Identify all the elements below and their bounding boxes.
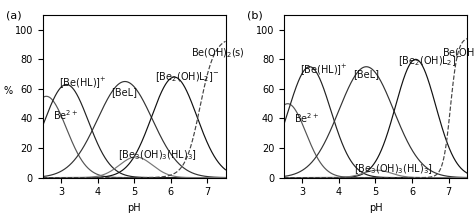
- Text: [Be(HL)]$^{+}$: [Be(HL)]$^{+}$: [301, 62, 348, 77]
- Text: Be$^{2+}$: Be$^{2+}$: [294, 111, 319, 125]
- Text: (b): (b): [247, 10, 263, 20]
- Text: [Be$_3$(OH)$_3$(HL)$_3$]: [Be$_3$(OH)$_3$(HL)$_3$]: [118, 149, 196, 162]
- X-axis label: pH: pH: [128, 203, 141, 213]
- Text: (a): (a): [6, 10, 22, 20]
- Y-axis label: %: %: [3, 86, 12, 96]
- Text: Be(OH)$_2$(s): Be(OH)$_2$(s): [191, 47, 245, 60]
- Text: [Be$_2$(OH)L$_2$]$^{-}$: [Be$_2$(OH)L$_2$]$^{-}$: [155, 70, 219, 84]
- Text: [BeL]: [BeL]: [111, 87, 137, 97]
- Text: [Be(HL)]$^{+}$: [Be(HL)]$^{+}$: [59, 76, 107, 91]
- Text: [Be$_3$(OH)$_3$(HL)$_3$]: [Be$_3$(OH)$_3$(HL)$_3$]: [354, 162, 432, 176]
- Text: [BeL]: [BeL]: [353, 69, 379, 79]
- Text: [Be$_2$(OH)L$_2$]$^{-}$: [Be$_2$(OH)L$_2$]$^{-}$: [398, 54, 462, 68]
- Text: Be(OH)$_2$(s): Be(OH)$_2$(s): [442, 47, 474, 60]
- Text: Be$^{2+}$: Be$^{2+}$: [53, 109, 78, 122]
- X-axis label: pH: pH: [369, 203, 382, 213]
